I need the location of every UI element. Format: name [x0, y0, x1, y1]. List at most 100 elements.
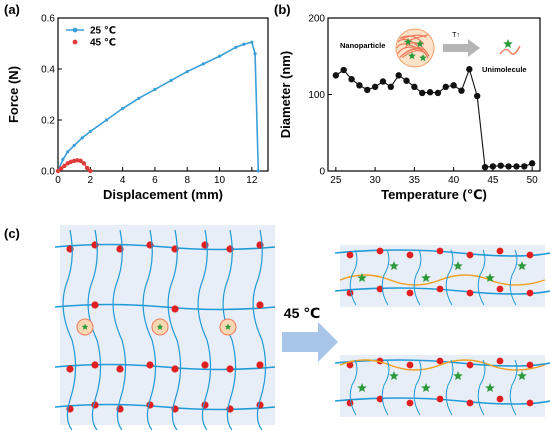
- data-point: [62, 163, 67, 169]
- star-icon: [389, 261, 399, 270]
- crosslink-node: [146, 401, 154, 409]
- unimolecule-chain: [339, 274, 546, 286]
- polymer-chain: [54, 243, 276, 251]
- x-tick-label: 30: [370, 175, 382, 186]
- star-icon: [453, 371, 463, 380]
- star-icon: [408, 52, 416, 60]
- data-point: [379, 78, 387, 85]
- polymer-chain: [334, 287, 550, 295]
- star-icon: [485, 383, 495, 392]
- x-tick-label: 4: [120, 175, 126, 186]
- y-tick-label: 0.2: [41, 116, 55, 127]
- crosslink-node: [436, 395, 444, 403]
- y-tick-label: 0.4: [41, 65, 55, 76]
- polymer-strand: [381, 249, 390, 306]
- polymer-strand: [222, 229, 237, 430]
- polymer-strand: [349, 359, 358, 416]
- legend-marker: [72, 39, 78, 45]
- data-point: [88, 168, 93, 174]
- polymer-strand: [349, 249, 358, 306]
- crosslink-node: [376, 395, 384, 403]
- polymer-strand: [87, 229, 102, 430]
- data-point: [81, 161, 87, 166]
- polymer-strand: [112, 229, 127, 430]
- polymer-strand: [413, 249, 422, 306]
- star-icon: [156, 323, 164, 330]
- star-icon: [224, 323, 232, 330]
- temperature-label: 45 ℃: [284, 305, 320, 321]
- data-point: [528, 160, 536, 167]
- crosslink-node: [91, 301, 99, 309]
- crosslink-node: [496, 395, 504, 403]
- coil-strand: [399, 35, 425, 45]
- unimolecule-chain: [339, 359, 546, 371]
- crosslink-node: [256, 401, 264, 409]
- data-point: [256, 169, 260, 173]
- x-tick-label: 10: [214, 175, 226, 186]
- polymer-strand: [381, 359, 390, 416]
- y-tick-label: 100: [308, 90, 325, 101]
- y-tick-label: 200: [308, 14, 325, 25]
- polymer-strand: [477, 249, 486, 306]
- unimolecule-strand: [499, 45, 521, 55]
- star-icon: [357, 273, 367, 282]
- data-point: [513, 163, 520, 170]
- crosslink-node: [66, 365, 74, 373]
- data-point: [185, 69, 189, 74]
- crosslink-node: [406, 399, 414, 407]
- crosslink-node: [496, 247, 504, 255]
- data-point: [489, 163, 497, 170]
- crosslink-node: [91, 401, 99, 409]
- star-icon: [485, 273, 495, 282]
- data-point: [521, 163, 528, 170]
- x-axis-title: Displacement (mm): [103, 187, 223, 202]
- crosslink-node: [226, 365, 234, 373]
- legend-marker: [72, 27, 78, 33]
- coil-strand: [401, 49, 427, 58]
- coil-strand: [404, 41, 430, 57]
- data-point: [442, 83, 449, 91]
- data-point: [121, 106, 125, 111]
- data-point: [137, 96, 141, 100]
- data-point: [234, 45, 238, 49]
- x-tick-label: 0: [55, 175, 61, 186]
- crosslink-node: [496, 357, 504, 365]
- crosslink-node: [346, 289, 354, 297]
- x-tick-label: 12: [246, 175, 258, 186]
- polymer-strand: [509, 249, 518, 306]
- data-point: [387, 83, 395, 91]
- data-point: [55, 168, 61, 174]
- crosslink-node: [91, 361, 99, 369]
- coil-strand: [396, 43, 422, 51]
- star-icon: [421, 383, 431, 392]
- crosslink-node: [201, 401, 209, 409]
- y-tick-label: 0.6: [41, 14, 55, 25]
- x-axis-title: Temperature (℃): [381, 187, 487, 202]
- data-point: [169, 78, 173, 83]
- crosslink-node: [171, 305, 179, 313]
- star-icon: [419, 54, 427, 62]
- polymer-chain: [334, 249, 550, 257]
- crosslink-node: [406, 361, 414, 369]
- x-tick-label: 50: [527, 175, 539, 186]
- data-point: [434, 89, 442, 97]
- data-point: [66, 150, 70, 154]
- data-point: [242, 42, 246, 46]
- series-line: [335, 67, 533, 168]
- data-point: [450, 82, 457, 89]
- data-point: [250, 40, 254, 44]
- data-point: [71, 158, 77, 163]
- data-point: [78, 158, 83, 163]
- data-point: [371, 83, 379, 91]
- star-icon: [517, 371, 527, 380]
- data-point: [201, 62, 205, 66]
- panel-label-c: (c): [4, 226, 20, 241]
- crosslink-node: [466, 361, 474, 369]
- crosslink-node: [526, 251, 534, 259]
- panel-label-a: (a): [4, 2, 20, 17]
- data-point: [473, 92, 481, 100]
- star-icon: [404, 38, 412, 46]
- x-tick-label: 45: [487, 175, 499, 186]
- star-icon: [453, 261, 463, 270]
